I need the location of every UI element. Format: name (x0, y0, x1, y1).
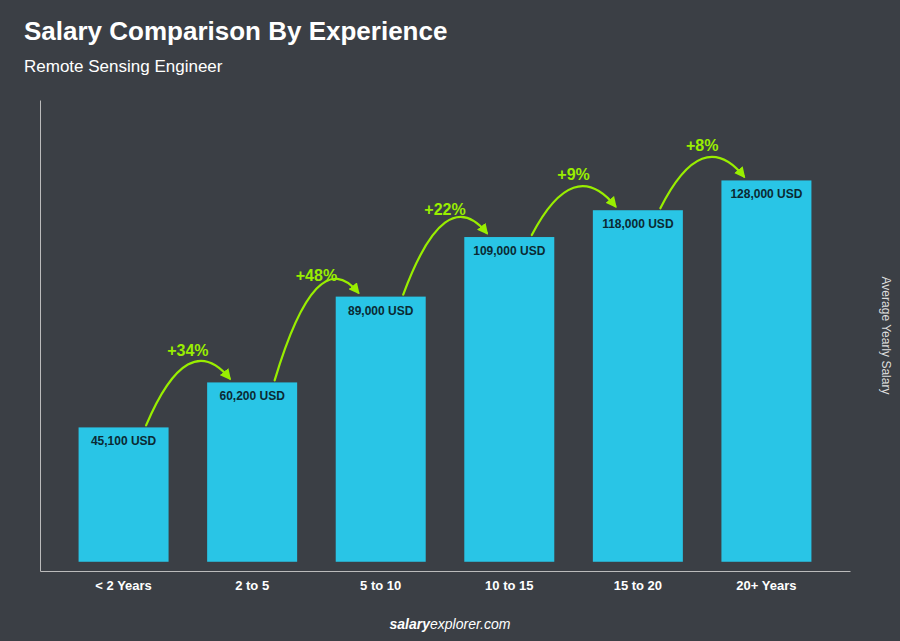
x-tick-label: 15 to 20 (614, 578, 662, 593)
change-label: +48% (296, 267, 337, 284)
labels: 45,100 USD 60,200 USD 89,000 USD 109,000 US… (91, 137, 803, 449)
y-axis (40, 101, 41, 572)
x-tick-label: 10 to 15 (485, 578, 533, 593)
x-tick: < 2 Years (95, 571, 152, 593)
title: Salary Comparison By Experience (24, 16, 447, 46)
change-arc (403, 217, 487, 295)
x-tick-label: 2 to 5 (235, 578, 269, 593)
change-label: +34% (167, 342, 208, 359)
x-tick-label: < 2 Years (95, 578, 152, 593)
x-tick: 15 to 20 (614, 571, 662, 593)
plot: < 2 Years 2 to 5 5 to 10 10 to 15 15 to 20 20… (41, 101, 851, 594)
y-axis-line (40, 101, 41, 572)
change-arc (146, 361, 230, 426)
change-arc (660, 157, 744, 208)
bars (79, 180, 812, 561)
bar (721, 180, 811, 561)
x-tick-label: 5 to 10 (360, 578, 401, 593)
x-tick-label: 20+ Years (736, 578, 796, 593)
x-tick: 10 to 15 (485, 571, 533, 593)
change-label: +22% (424, 201, 465, 218)
x-tick: 2 to 5 (235, 571, 269, 593)
x-tick: 5 to 10 (360, 571, 401, 593)
subtitle: Remote Sensing Engineer (24, 57, 223, 76)
bar (79, 427, 169, 561)
change-arc (275, 279, 359, 381)
footer-part: explorer.com (430, 616, 511, 632)
footer: salaryexplorer.com (390, 616, 511, 632)
chart: < 2 Years 2 to 5 5 to 10 10 to 15 15 to 20 20… (0, 0, 900, 641)
bar (207, 382, 297, 561)
bar (336, 297, 426, 562)
value-label: 45,100 USD (91, 434, 157, 448)
change-label: +9% (557, 166, 589, 183)
y-axis-title: Average Yearly Salary (879, 277, 893, 395)
x-axis-line (41, 571, 851, 572)
bar (593, 210, 683, 562)
footer-part: salary (390, 616, 432, 632)
value-label: 89,000 USD (348, 304, 414, 318)
change-label: +8% (686, 137, 718, 154)
value-label: 109,000 USD (473, 244, 545, 258)
x-axis: < 2 Years 2 to 5 5 to 10 10 to 15 15 to 20 20… (41, 571, 851, 593)
value-label: 128,000 USD (730, 187, 802, 201)
change-arc (532, 186, 616, 235)
value-label: 60,200 USD (219, 389, 285, 403)
x-tick: 20+ Years (736, 571, 796, 593)
bar (464, 237, 554, 562)
value-label: 118,000 USD (602, 217, 674, 231)
